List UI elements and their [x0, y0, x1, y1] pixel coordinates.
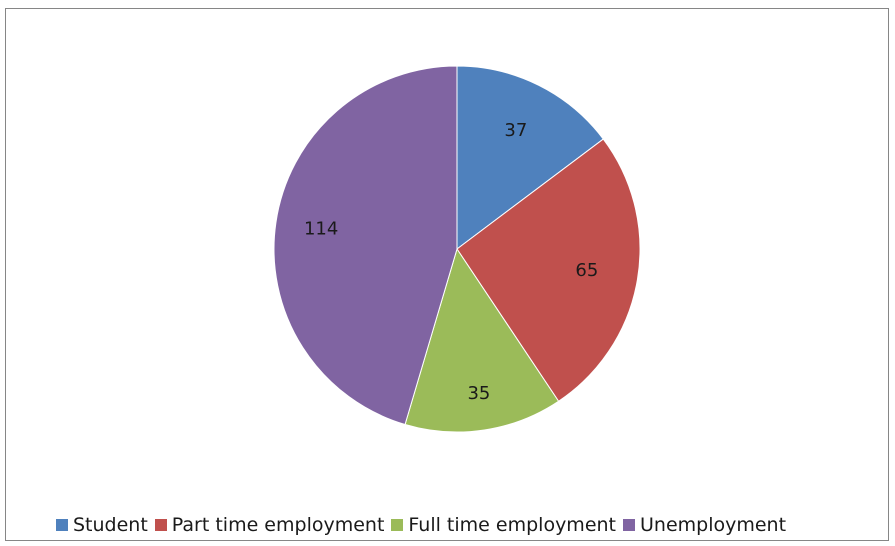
- legend-label-full-time: Full time employment: [408, 514, 616, 536]
- data-label-student: 37: [504, 120, 527, 141]
- legend-swatch-unemployment: [623, 519, 635, 531]
- legend: Student Part time employment Full time e…: [56, 513, 793, 537]
- legend-item-student: Student: [56, 514, 148, 536]
- chart-area: 37 65 35 114 Student Part time employment F…: [5, 8, 889, 541]
- legend-label-unemployment: Unemployment: [640, 514, 787, 536]
- pie-slice-part-time: [456, 138, 641, 402]
- pie-slice-full-time: [404, 247, 560, 433]
- legend-label-student: Student: [73, 514, 148, 536]
- pie-slice-student: [456, 65, 604, 251]
- legend-swatch-student: [56, 519, 68, 531]
- legend-item-unemployment: Unemployment: [623, 514, 786, 536]
- legend-swatch-part-time: [154, 519, 167, 531]
- legend-item-full-time: Full time employment: [391, 514, 616, 536]
- legend-item-part-time: Part time employment: [154, 514, 385, 536]
- pie-slice-unemployment: [273, 65, 458, 426]
- pie-chart: 37 65 35 114: [273, 65, 641, 433]
- legend-swatch-full-time: [391, 519, 404, 531]
- legend-label-part-time: Part time employment: [171, 514, 385, 536]
- data-label-part-time: 65: [575, 260, 598, 281]
- data-label-unemployment: 114: [304, 218, 338, 239]
- data-label-full-time: 35: [467, 383, 490, 404]
